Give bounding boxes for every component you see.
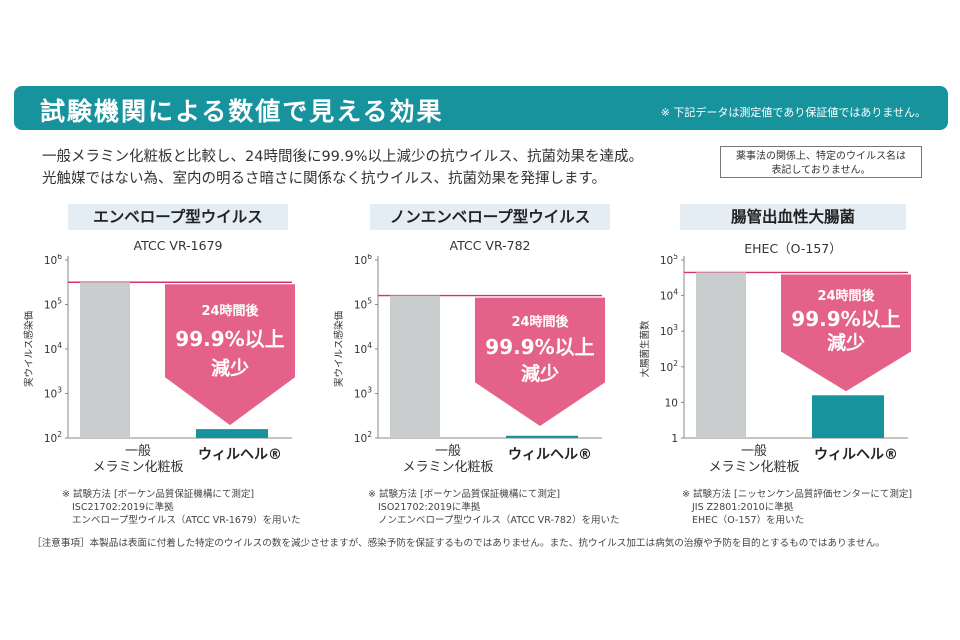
- y-tick-label: 106: [44, 254, 62, 267]
- category-line: メラミン化粧板: [708, 460, 800, 475]
- y-tick-label: 102: [44, 430, 62, 444]
- test-method-note: ※ 試験方法 [ニッセンケン品質評価センターにて測定] JIS Z2801:20…: [682, 488, 912, 527]
- y-tick-label: 105: [44, 297, 62, 312]
- arrow-label-time: 24時間後: [511, 314, 569, 330]
- y-tick-label: 102: [660, 359, 678, 374]
- section-banner: 試験機関による数値で見える効果 ※ 下記データは測定値であり保証値ではありません…: [14, 86, 948, 130]
- y-tick-label: 105: [660, 254, 678, 267]
- y-tick-label: 105: [354, 297, 372, 312]
- test-method-note: ※ 試験方法 [ボーケン品質保証機構にて測定] ISC21702:2019に準拠…: [62, 488, 301, 527]
- legal-note-box: 薬事法の関係上、特定のウイルス名は 表記しておりません。: [720, 146, 922, 178]
- note-line: ※ 試験方法 [ボーケン品質保証機構にて測定]: [62, 489, 255, 500]
- category-label-wilheru: ウィルヘル®: [508, 447, 592, 463]
- category-label-melamine: 一般 メラミン化粧板: [694, 444, 814, 476]
- y-tick-label: 103: [660, 323, 678, 338]
- note-line: JIS Z2801:2010に準拠: [692, 502, 794, 513]
- y-tick-label: 106: [354, 254, 372, 267]
- reduction-arrow: [781, 274, 911, 392]
- category-label-wilheru: ウィルヘル®: [198, 447, 282, 463]
- bar-melamine: [696, 272, 746, 438]
- bar-wilheru: [506, 435, 578, 438]
- arrow-label-time: 24時間後: [201, 303, 259, 319]
- note-line: エンベロープ型ウイルス（ATCC VR-1679）を用いた: [72, 515, 301, 526]
- y-tick-label: 104: [44, 341, 62, 356]
- legal-line-2: 表記しておりません。: [771, 165, 871, 176]
- note-line: ISO21702:2019に準拠: [378, 502, 481, 513]
- y-tick-label: 103: [354, 386, 372, 401]
- y-tick-label: 10: [665, 397, 678, 409]
- note-line: ※ 試験方法 [ボーケン品質保証機構にて測定]: [368, 489, 561, 500]
- chart-svg: 実ウイルス感染価 102 103 104 105 106 24時間後 99.9%以上減少: [23, 254, 295, 444]
- category-label-wilheru: ウィルヘル®: [814, 447, 898, 463]
- chart-svg: 大腸菌生菌数 1 10 102 103 104 105 24時間後 99.9%以上減少: [639, 254, 911, 444]
- banner-note: ※ 下記データは測定値であり保証値ではありません。: [660, 106, 926, 119]
- chart-title: エンベロープ型ウイルス: [68, 204, 288, 230]
- note-line: ノンエンベロープ型ウイルス（ATCC VR-782）を用いた: [378, 515, 620, 526]
- intro-line-1: 一般メラミン化粧板と比較し、24時間後に99.9%以上減少の抗ウイルス、抗菌効果…: [42, 149, 644, 165]
- chart-panel-enveloped: エンベロープ型ウイルス ATCC VR-1679 実ウイルス感染価 102 103 1…: [20, 204, 320, 534]
- arrow-label-time: 24時間後: [817, 288, 875, 304]
- chart-panel-ehec: 腸管出血性大腸菌 EHEC（O-157） 大腸菌生菌数 1 10 102 103 104 1…: [636, 204, 936, 534]
- arrow-label-rate: 99.9%以上: [175, 327, 284, 351]
- bar-melamine: [390, 295, 440, 438]
- y-tick-label: 1: [671, 433, 678, 444]
- intro-text: 一般メラミン化粧板と比較し、24時間後に99.9%以上減少の抗ウイルス、抗菌効果…: [42, 146, 643, 190]
- y-axis-label: 実ウイルス感染価: [333, 311, 345, 388]
- reduction-arrow: [475, 297, 605, 426]
- legal-line-1: 薬事法の関係上、特定のウイルス名は: [736, 151, 906, 162]
- arrow-label-rate: 99.9%以上: [791, 307, 900, 331]
- footer-disclaimer: ［注意事項］本製品は表面に付着した特定のウイルスの数を減少させますが、感染予防を…: [32, 538, 885, 549]
- y-tick-label: 102: [354, 430, 372, 444]
- test-method-note: ※ 試験方法 [ボーケン品質保証機構にて測定] ISO21702:2019に準拠…: [368, 488, 620, 527]
- reduction-arrow: [165, 284, 295, 426]
- chart-title: 腸管出血性大腸菌: [680, 204, 906, 230]
- chart-panel-nonenveloped: ノンエンベロープ型ウイルス ATCC VR-782 実ウイルス感染価 102 103…: [330, 204, 630, 534]
- chart-subtitle: ATCC VR-1679: [133, 238, 223, 253]
- chart-subtitle: ATCC VR-782: [449, 238, 531, 253]
- note-line: EHEC（O-157）を用いた: [692, 515, 805, 526]
- arrow-label-reduction: 減少: [521, 362, 559, 385]
- category-line: メラミン化粧板: [402, 460, 494, 475]
- category-line: 一般: [124, 444, 151, 459]
- category-line: 一般: [740, 444, 767, 459]
- y-tick-label: 104: [660, 288, 678, 303]
- chart-title: ノンエンベロープ型ウイルス: [370, 204, 610, 230]
- note-line: ISC21702:2019に準拠: [72, 502, 174, 513]
- arrow-label-rate: 99.9%以上: [485, 335, 594, 359]
- category-label-melamine: 一般 メラミン化粧板: [388, 444, 508, 476]
- bar-melamine: [80, 282, 130, 438]
- category-line: メラミン化粧板: [92, 460, 184, 475]
- y-axis-label: 実ウイルス感染価: [23, 311, 35, 388]
- y-tick-label: 103: [44, 386, 62, 401]
- intro-line-2: 光触媒ではない為、室内の明るさ暗さに関係なく抗ウイルス、抗菌効果を発揮します。: [42, 171, 607, 187]
- arrow-label-reduction: 減少: [211, 356, 249, 379]
- bar-wilheru: [196, 429, 268, 438]
- note-line: ※ 試験方法 [ニッセンケン品質評価センターにて測定]: [682, 489, 913, 500]
- arrow-label-reduction: 減少: [827, 331, 865, 354]
- chart-subtitle: EHEC（O-157）: [744, 241, 842, 256]
- y-axis-label: 大腸菌生菌数: [639, 320, 651, 378]
- y-tick-label: 104: [354, 341, 372, 356]
- category-line: 一般: [434, 444, 461, 459]
- category-label-melamine: 一般 メラミン化粧板: [78, 444, 198, 476]
- banner-title: 試験機関による数値で見える効果: [40, 97, 444, 126]
- bar-wilheru: [812, 395, 884, 438]
- chart-svg: 実ウイルス感染価 102 103 104 105 106 24時間後 99.9%以上減少: [333, 254, 605, 444]
